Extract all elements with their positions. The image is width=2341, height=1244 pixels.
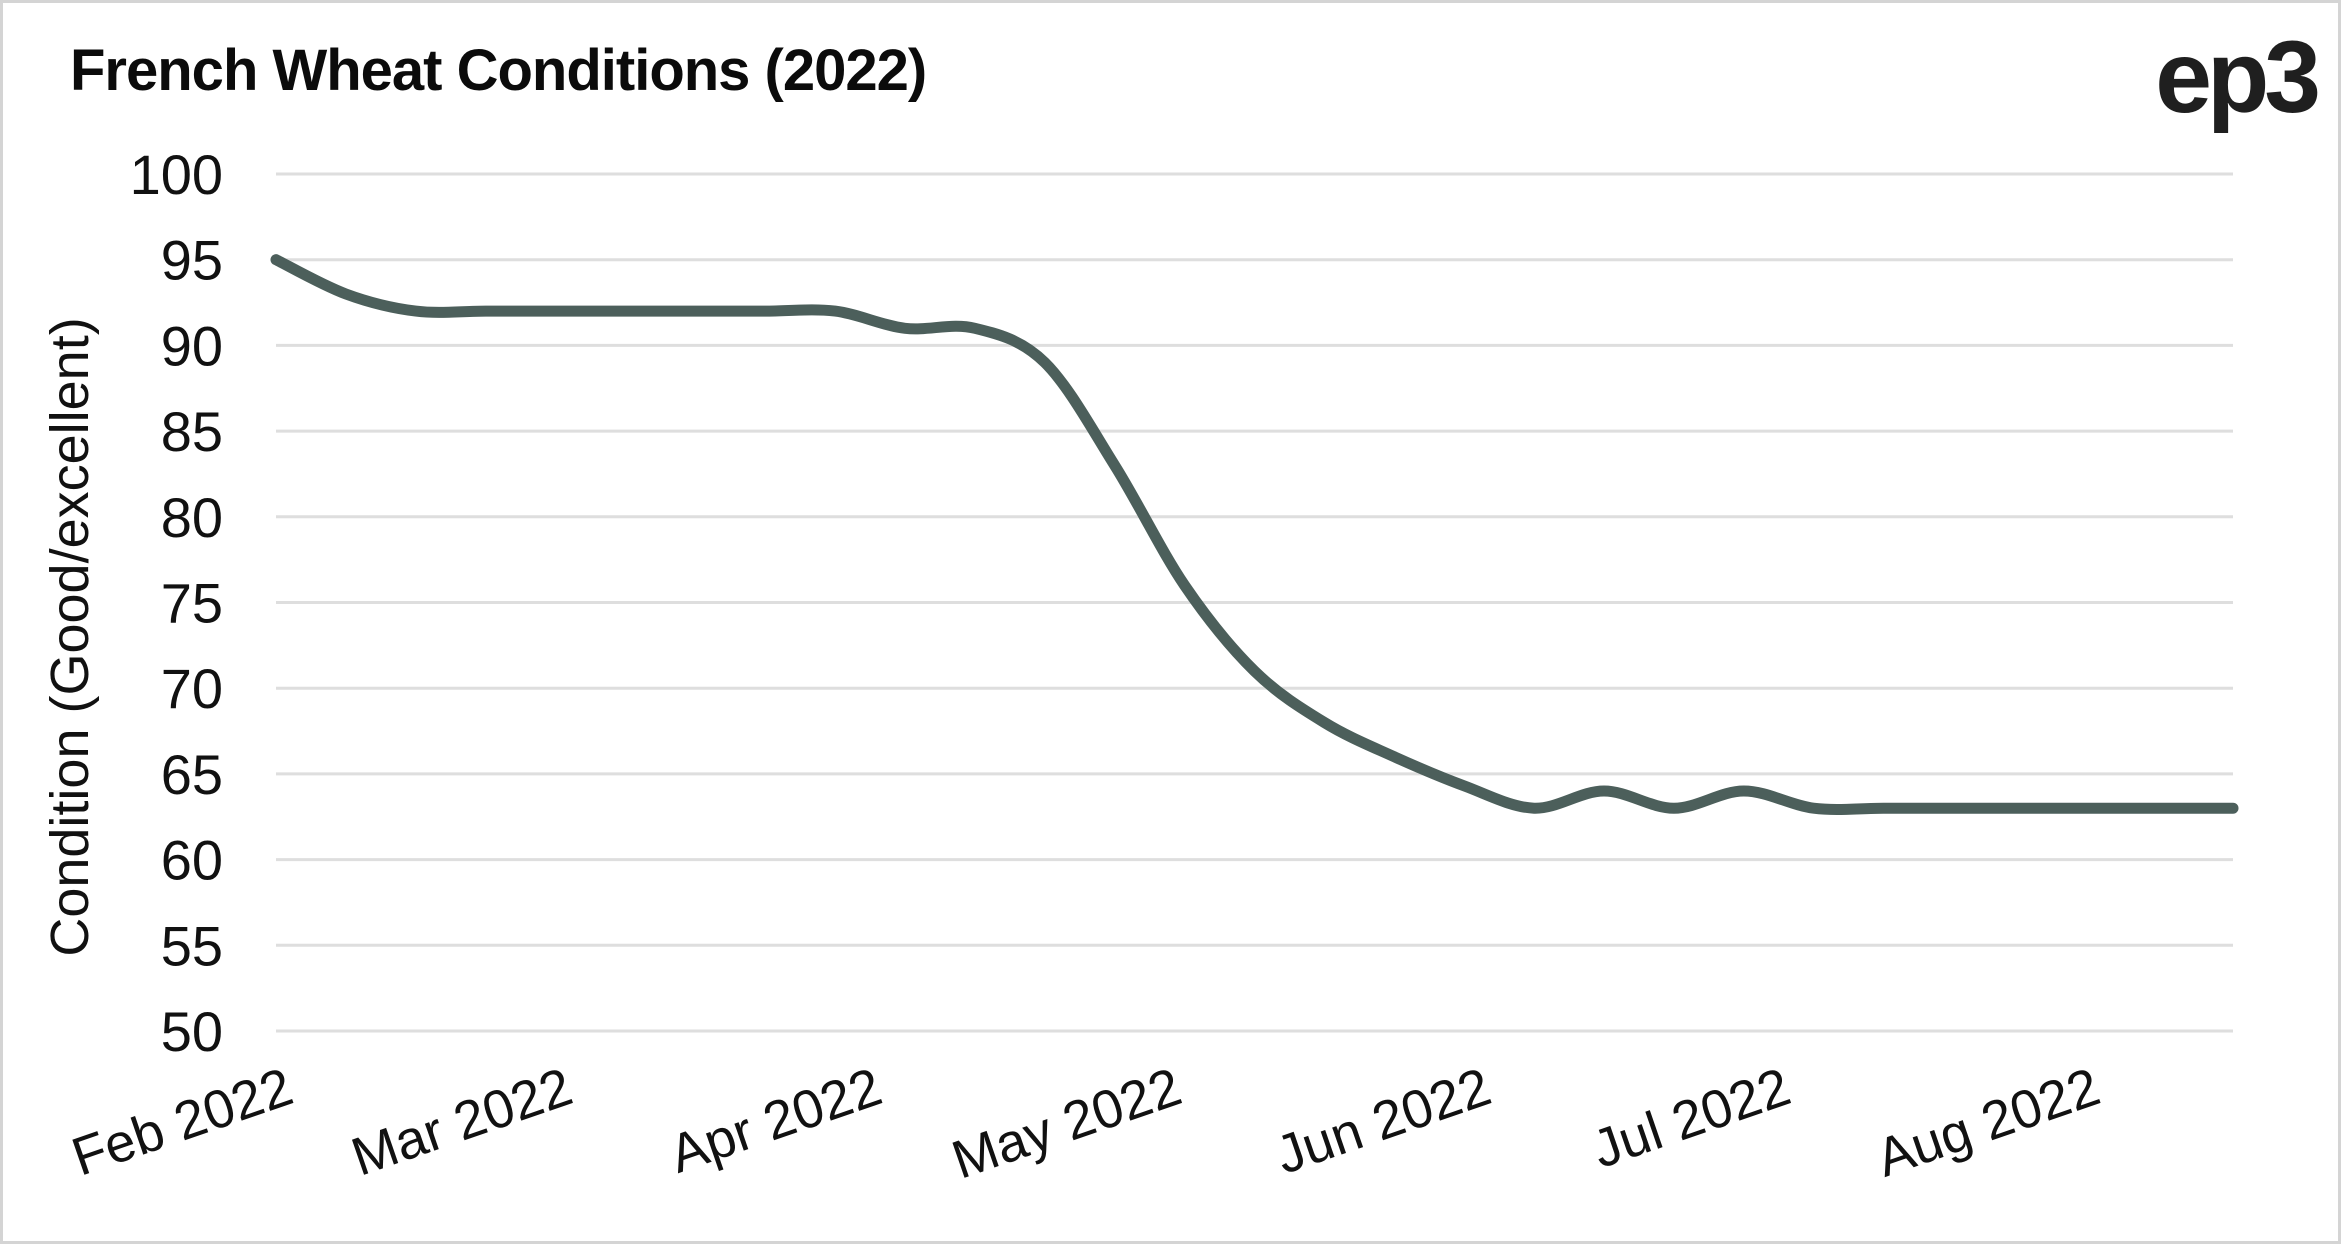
y-tick-label: 80 bbox=[161, 486, 223, 549]
y-tick-label: 50 bbox=[161, 1000, 223, 1063]
condition-line bbox=[270, 254, 2239, 815]
y-tick-label: 75 bbox=[161, 572, 223, 635]
y-tick-label: 70 bbox=[161, 657, 223, 720]
y-tick-label: 100 bbox=[130, 143, 223, 206]
brand-logo: ep3 bbox=[2155, 20, 2318, 134]
y-tick-label: 90 bbox=[161, 314, 223, 377]
page-title: French Wheat Conditions (2022) bbox=[70, 38, 926, 103]
y-tick-label: 95 bbox=[161, 229, 223, 292]
y-tick-label: 85 bbox=[161, 400, 223, 463]
y-tick-label: 55 bbox=[161, 914, 223, 977]
y-axis-title: Condition (Good/excellent) bbox=[40, 317, 100, 956]
y-tick-label: 65 bbox=[161, 743, 223, 806]
y-axis-tick-labels: 100 95 90 85 80 75 70 65 60 55 50 bbox=[130, 143, 223, 1063]
gridlines bbox=[276, 172, 2233, 1033]
y-tick-label: 60 bbox=[161, 829, 223, 892]
